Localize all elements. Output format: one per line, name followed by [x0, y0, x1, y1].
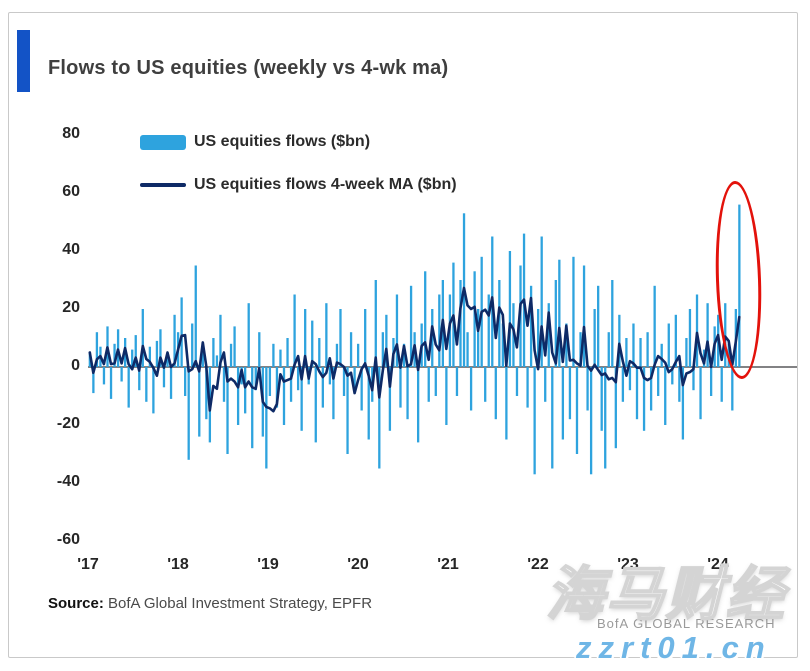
x-tick: '22: [527, 556, 549, 573]
url-watermark: zzrt01.cn: [576, 630, 772, 665]
y-tick: 80: [62, 125, 80, 142]
x-tick: '18: [167, 556, 189, 573]
x-tick: '23: [617, 556, 639, 573]
line-series-swatch: [140, 183, 186, 187]
source-label: Source:: [48, 595, 104, 612]
legend: US equities flows ($bn) US equities flow…: [140, 131, 457, 217]
cjk-watermark: 海马财经: [545, 562, 787, 628]
legend-label-ma: US equities flows 4-week MA ($bn): [194, 176, 457, 193]
y-tick: 0: [71, 357, 80, 374]
x-tick: '19: [257, 556, 279, 573]
legend-item-flows: US equities flows ($bn): [140, 131, 457, 153]
y-tick: -60: [56, 531, 80, 548]
bofa-global-research-watermark: BofA GLOBAL RESEARCH: [597, 616, 776, 631]
y-tick: 60: [62, 183, 80, 200]
x-tick: '17: [77, 556, 99, 573]
x-tick: '21: [437, 556, 459, 573]
source-text: BofA Global Investment Strategy, EPFR: [103, 595, 373, 612]
bar-series-swatch: [140, 134, 186, 150]
x-tick: '24: [707, 556, 729, 573]
page-title: Flows to US equities (weekly vs 4-wk ma): [48, 57, 449, 79]
source-note: Source: BofA Global Investment Strategy,…: [48, 595, 372, 612]
y-tick: -20: [56, 415, 80, 432]
x-tick: '20: [347, 556, 369, 573]
title-accent-bar: [17, 30, 30, 92]
legend-label-flows: US equities flows ($bn): [194, 133, 371, 150]
y-tick: -40: [56, 473, 80, 490]
y-tick: 40: [62, 241, 80, 258]
legend-item-ma: US equities flows 4-week MA ($bn): [140, 174, 457, 196]
y-tick: 20: [62, 299, 80, 316]
